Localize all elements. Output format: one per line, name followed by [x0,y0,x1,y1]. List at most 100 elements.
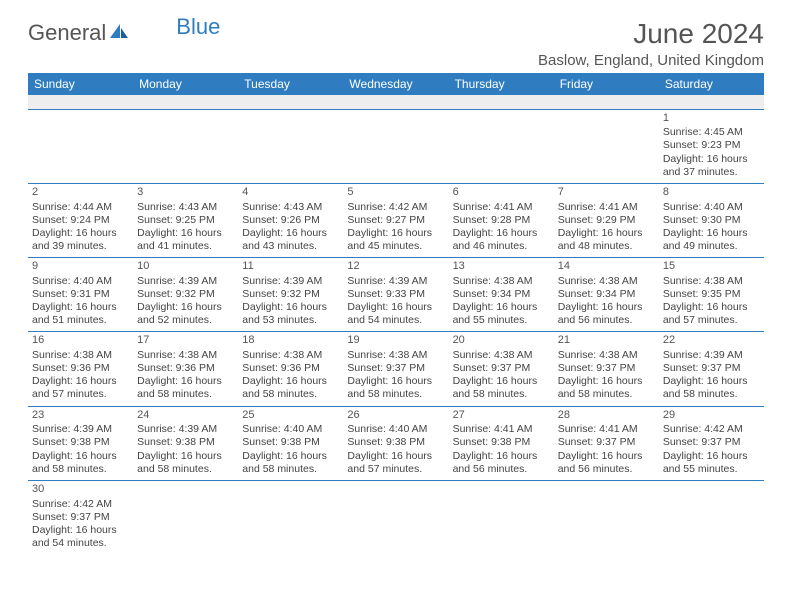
sunrise-text: Sunrise: 4:38 AM [453,349,550,362]
empty-cell [449,480,554,554]
sunrise-text: Sunrise: 4:42 AM [32,498,129,511]
day-number: 10 [137,260,234,274]
week-row: 23Sunrise: 4:39 AMSunset: 9:38 PMDayligh… [28,406,764,480]
day-number: 22 [663,334,760,348]
sunset-text: Sunset: 9:37 PM [32,511,129,524]
empty-cell [133,480,238,554]
sunset-text: Sunset: 9:38 PM [347,436,444,449]
week-row: 2Sunrise: 4:44 AMSunset: 9:24 PMDaylight… [28,183,764,257]
day-cell: 13Sunrise: 4:38 AMSunset: 9:34 PMDayligh… [449,258,554,332]
weekday-header: Thursday [449,73,554,95]
sunset-text: Sunset: 9:27 PM [347,214,444,227]
day-cell: 15Sunrise: 4:38 AMSunset: 9:35 PMDayligh… [659,258,764,332]
sunset-text: Sunset: 9:30 PM [663,214,760,227]
sunset-text: Sunset: 9:38 PM [453,436,550,449]
day-cell: 16Sunrise: 4:38 AMSunset: 9:36 PMDayligh… [28,332,133,406]
sunset-text: Sunset: 9:37 PM [558,436,655,449]
daylight-text: Daylight: 16 hours and 41 minutes. [137,227,234,253]
day-number: 8 [663,186,760,200]
sunset-text: Sunset: 9:36 PM [242,362,339,375]
day-number: 5 [347,186,444,200]
sunset-text: Sunset: 9:26 PM [242,214,339,227]
daylight-text: Daylight: 16 hours and 58 minutes. [242,375,339,401]
daylight-text: Daylight: 16 hours and 58 minutes. [32,450,129,476]
day-cell: 6Sunrise: 4:41 AMSunset: 9:28 PMDaylight… [449,183,554,257]
day-number: 28 [558,409,655,423]
day-cell: 21Sunrise: 4:38 AMSunset: 9:37 PMDayligh… [554,332,659,406]
weekday-header: Friday [554,73,659,95]
empty-cell [238,480,343,554]
daylight-text: Daylight: 16 hours and 48 minutes. [558,227,655,253]
day-cell: 1Sunrise: 4:45 AMSunset: 9:23 PMDaylight… [659,109,764,183]
day-cell: 26Sunrise: 4:40 AMSunset: 9:38 PMDayligh… [343,406,448,480]
sunset-text: Sunset: 9:38 PM [242,436,339,449]
weekday-header: Sunday [28,73,133,95]
sunset-text: Sunset: 9:32 PM [137,288,234,301]
sunrise-text: Sunrise: 4:44 AM [32,201,129,214]
sunset-text: Sunset: 9:34 PM [558,288,655,301]
sunrise-text: Sunrise: 4:38 AM [137,349,234,362]
week-row: 1Sunrise: 4:45 AMSunset: 9:23 PMDaylight… [28,109,764,183]
day-number: 23 [32,409,129,423]
daylight-text: Daylight: 16 hours and 58 minutes. [137,375,234,401]
sunrise-text: Sunrise: 4:41 AM [453,201,550,214]
day-number: 2 [32,186,129,200]
sunrise-text: Sunrise: 4:38 AM [32,349,129,362]
sunrise-text: Sunrise: 4:39 AM [137,275,234,288]
sunrise-text: Sunrise: 4:40 AM [347,423,444,436]
weekday-header: Wednesday [343,73,448,95]
day-number: 17 [137,334,234,348]
empty-cell [449,109,554,183]
daylight-text: Daylight: 16 hours and 58 minutes. [242,450,339,476]
page-title: June 2024 [538,18,764,50]
sunrise-text: Sunrise: 4:38 AM [663,275,760,288]
empty-cell [343,109,448,183]
day-cell: 28Sunrise: 4:41 AMSunset: 9:37 PMDayligh… [554,406,659,480]
day-cell: 23Sunrise: 4:39 AMSunset: 9:38 PMDayligh… [28,406,133,480]
sunrise-text: Sunrise: 4:38 AM [558,349,655,362]
sunset-text: Sunset: 9:25 PM [137,214,234,227]
sunset-text: Sunset: 9:28 PM [453,214,550,227]
sunset-text: Sunset: 9:37 PM [453,362,550,375]
day-number: 9 [32,260,129,274]
sunrise-text: Sunrise: 4:38 AM [242,349,339,362]
day-number: 13 [453,260,550,274]
empty-cell [343,480,448,554]
day-number: 18 [242,334,339,348]
daylight-text: Daylight: 16 hours and 49 minutes. [663,227,760,253]
day-cell: 18Sunrise: 4:38 AMSunset: 9:36 PMDayligh… [238,332,343,406]
day-number: 6 [453,186,550,200]
empty-cell [659,480,764,554]
daylight-text: Daylight: 16 hours and 57 minutes. [663,301,760,327]
logo-text-1: General [28,20,106,46]
day-number: 7 [558,186,655,200]
sunrise-text: Sunrise: 4:41 AM [558,423,655,436]
sunset-text: Sunset: 9:37 PM [663,362,760,375]
calendar-table: SundayMondayTuesdayWednesdayThursdayFrid… [28,73,764,554]
day-cell: 2Sunrise: 4:44 AMSunset: 9:24 PMDaylight… [28,183,133,257]
day-number: 26 [347,409,444,423]
sunset-text: Sunset: 9:38 PM [32,436,129,449]
daylight-text: Daylight: 16 hours and 54 minutes. [347,301,444,327]
sunset-text: Sunset: 9:37 PM [558,362,655,375]
day-number: 20 [453,334,550,348]
daylight-text: Daylight: 16 hours and 58 minutes. [347,375,444,401]
daylight-text: Daylight: 16 hours and 46 minutes. [453,227,550,253]
sunrise-text: Sunrise: 4:38 AM [558,275,655,288]
day-number: 14 [558,260,655,274]
day-cell: 8Sunrise: 4:40 AMSunset: 9:30 PMDaylight… [659,183,764,257]
day-cell: 11Sunrise: 4:39 AMSunset: 9:32 PMDayligh… [238,258,343,332]
sunset-text: Sunset: 9:36 PM [137,362,234,375]
day-number: 12 [347,260,444,274]
daylight-text: Daylight: 16 hours and 55 minutes. [453,301,550,327]
day-number: 27 [453,409,550,423]
empty-cell [238,109,343,183]
sunrise-text: Sunrise: 4:40 AM [663,201,760,214]
logo: General Blue [28,18,220,46]
day-cell: 4Sunrise: 4:43 AMSunset: 9:26 PMDaylight… [238,183,343,257]
day-cell: 7Sunrise: 4:41 AMSunset: 9:29 PMDaylight… [554,183,659,257]
sunrise-text: Sunrise: 4:43 AM [137,201,234,214]
sunrise-text: Sunrise: 4:38 AM [453,275,550,288]
calendar-page: General Blue June 2024 Baslow, England, … [0,0,792,554]
day-cell: 5Sunrise: 4:42 AMSunset: 9:27 PMDaylight… [343,183,448,257]
